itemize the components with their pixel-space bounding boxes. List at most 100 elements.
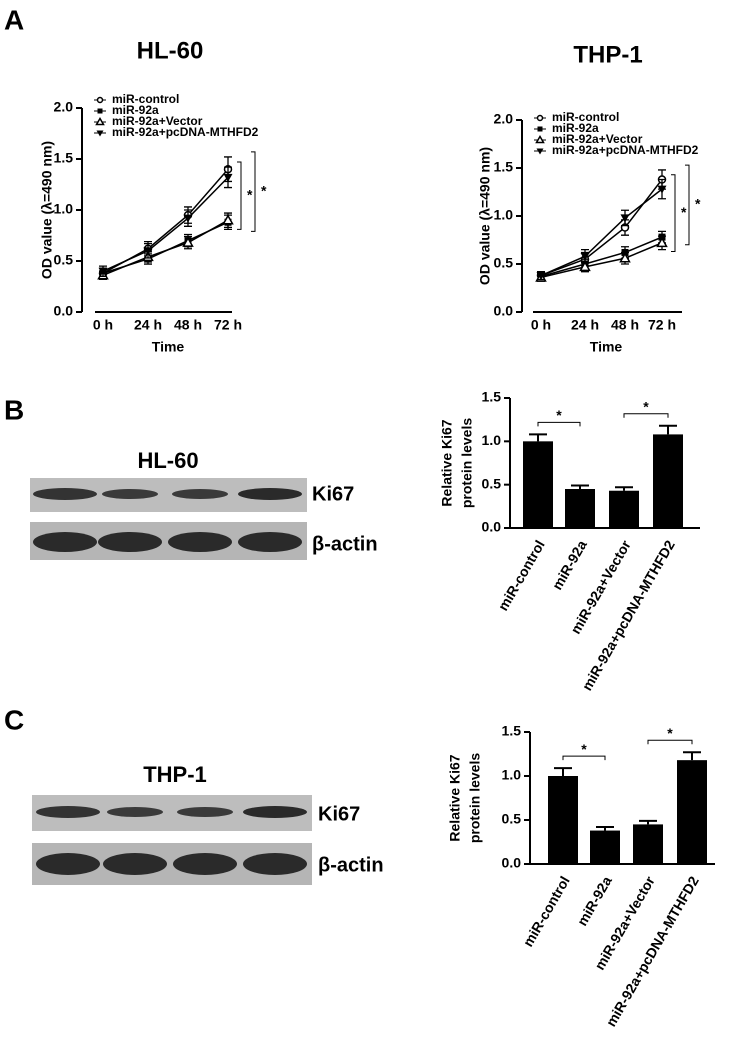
- y-axis-label: Relative Ki67: [447, 754, 463, 841]
- significance-bracket: [623, 413, 669, 418]
- error-bar: [615, 486, 633, 491]
- y-tick-label: 2.0: [54, 99, 74, 115]
- marker: [579, 260, 591, 272]
- x-tick-label: miR-control: [495, 537, 548, 613]
- y-tick-label: 0.5: [482, 475, 502, 491]
- y-tick-label: 0.5: [54, 252, 74, 268]
- blot-strip: [32, 843, 312, 885]
- chart-title: HL-60: [137, 37, 204, 64]
- bar: [565, 489, 595, 528]
- series-line: [540, 188, 663, 277]
- legend-label: miR-92a: [112, 103, 159, 117]
- significance-label: *: [695, 196, 701, 212]
- marker: [143, 247, 153, 256]
- legend-label: miR-92a+pcDNA-MTHFD2: [552, 143, 699, 157]
- error-bar: [639, 819, 657, 825]
- x-tick-label: 72 h: [648, 317, 676, 333]
- error-bar: [571, 484, 589, 489]
- significance-bracket: [647, 739, 693, 745]
- y-axis-label: Relative Ki67: [439, 419, 455, 506]
- y-tick-label: 1.5: [54, 150, 74, 166]
- marker: [537, 126, 543, 132]
- y-tick-label: 1.0: [54, 201, 74, 217]
- marker: [222, 214, 234, 225]
- marker: [619, 252, 631, 263]
- significance-label: *: [247, 186, 253, 202]
- blot-title: HL-60: [137, 448, 198, 473]
- x-tick-label: 0 h: [531, 317, 551, 333]
- legend-label: miR-control: [552, 110, 619, 124]
- marker: [96, 96, 104, 104]
- y-tick-label: 0.0: [502, 855, 522, 871]
- bar: [653, 434, 683, 528]
- blot-strip: [30, 522, 307, 560]
- x-tick-label: 0 h: [93, 317, 113, 333]
- marker: [620, 214, 630, 223]
- error-bar: [683, 751, 701, 761]
- x-tick-label: 24 h: [134, 317, 162, 333]
- marker: [657, 185, 667, 194]
- series-line: [102, 176, 229, 272]
- y-tick-label: 1.0: [482, 432, 502, 448]
- marker: [536, 148, 544, 155]
- significance-bracket: [237, 161, 242, 230]
- marker: [183, 214, 193, 223]
- x-tick-label: 48 h: [611, 317, 639, 333]
- y-tick-label: 0.0: [482, 519, 502, 535]
- x-tick-label: 24 h: [571, 317, 599, 333]
- y-tick-label: 1.5: [502, 723, 522, 739]
- series-line: [540, 236, 663, 278]
- x-tick-label: 72 h: [214, 317, 242, 333]
- band-label: β-actin: [318, 854, 384, 876]
- y-tick-label: 1.0: [494, 207, 514, 223]
- error-bar: [596, 826, 614, 831]
- significance-bracket: [671, 174, 676, 253]
- y-tick-label: 0.5: [502, 811, 522, 827]
- bar: [677, 760, 707, 864]
- significance-bracket: [537, 421, 581, 427]
- marker: [536, 114, 544, 122]
- significance-bracket: [685, 164, 690, 246]
- x-tick-label: miR-control: [520, 873, 573, 949]
- y-tick-label: 0.5: [494, 255, 514, 271]
- marker: [580, 252, 590, 261]
- significance-bracket: [251, 151, 256, 232]
- significance-label: *: [261, 182, 267, 198]
- marker: [98, 267, 108, 276]
- bar: [633, 824, 663, 864]
- series-line: [540, 242, 663, 279]
- y-tick-label: 1.5: [494, 159, 514, 175]
- significance-bracket: [562, 755, 606, 761]
- blot-title: THP-1: [143, 762, 207, 787]
- band-label: β-actin: [312, 533, 378, 555]
- significance-label: *: [667, 725, 673, 741]
- significance-label: *: [556, 407, 562, 423]
- series-line: [102, 219, 229, 276]
- panel-label: A: [4, 4, 24, 35]
- marker: [182, 236, 194, 247]
- marker: [656, 236, 668, 248]
- legend-label: miR-92a: [552, 121, 599, 135]
- legend-label: miR-92a+pcDNA-MTHFD2: [112, 125, 259, 139]
- error-bar: [554, 767, 572, 776]
- legend-label: miR-92a+Vector: [112, 114, 203, 128]
- y-axis-label: protein levels: [467, 753, 483, 843]
- y-tick-label: 0.0: [54, 303, 74, 319]
- chart-title: THP-1: [573, 41, 642, 68]
- bar: [609, 490, 639, 528]
- marker: [96, 130, 104, 137]
- significance-label: *: [643, 398, 649, 414]
- blot-strip: [30, 478, 307, 512]
- y-tick-label: 2.0: [494, 111, 514, 127]
- y-axis-label: OD value (λ=490 nm): [477, 147, 493, 285]
- marker: [536, 272, 546, 281]
- x-axis-label: Time: [152, 339, 185, 355]
- x-axis-label: Time: [590, 339, 623, 355]
- bar: [523, 441, 553, 528]
- x-tick-label: 48 h: [174, 317, 202, 333]
- series-line: [102, 168, 229, 274]
- legend-label: miR-92a+Vector: [552, 132, 643, 146]
- blot-strip: [32, 795, 312, 831]
- bar: [548, 776, 578, 864]
